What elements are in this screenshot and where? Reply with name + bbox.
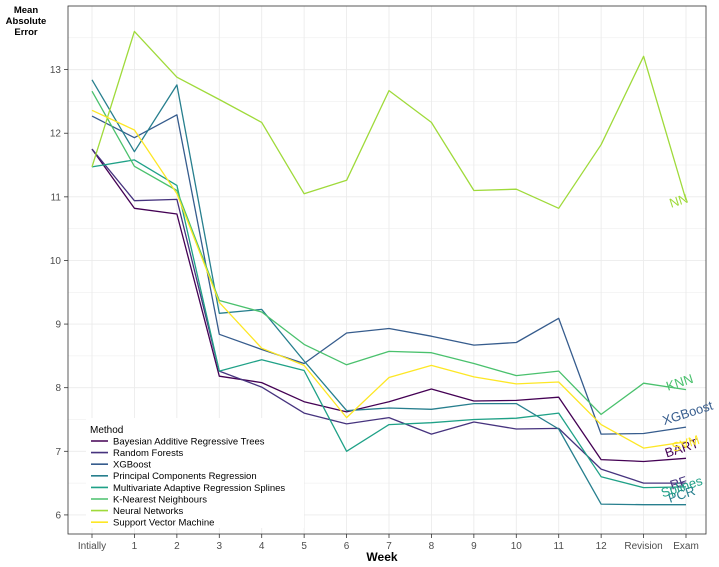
x-tick-label: 3 xyxy=(217,541,223,552)
series-line-nn xyxy=(91,30,687,209)
legend-label: Random Forests xyxy=(113,448,183,459)
series-line-xgboost xyxy=(91,114,687,435)
x-tick-label: 12 xyxy=(596,541,608,552)
y-axis-title-line: Absolute xyxy=(6,16,47,27)
y-tick-label: 11 xyxy=(51,192,62,203)
direct-label-knn: KNN xyxy=(664,371,695,394)
y-axis-ticks: 6 7 8 9 10 11 12 13 xyxy=(50,65,68,521)
series-lines xyxy=(91,30,687,506)
x-tick-label: 6 xyxy=(344,541,350,552)
series-line-svm xyxy=(91,109,687,449)
y-axis-title: Mean Absolute Error xyxy=(6,5,47,38)
plot-panel-border xyxy=(67,5,707,535)
series-line-pcr xyxy=(91,79,686,506)
y-tick-label: 12 xyxy=(50,129,62,140)
y-tick-label: 13 xyxy=(50,65,62,76)
x-tick-label: 9 xyxy=(471,541,477,552)
legend-label: Multivariate Adaptive Regression Splines xyxy=(113,483,285,494)
x-tick-label: 1 xyxy=(132,541,138,552)
x-tick-label: 7 xyxy=(386,541,392,552)
x-tick-label: 10 xyxy=(511,541,523,552)
direct-label-rf: RF xyxy=(668,473,689,493)
legend-label: XGBoost xyxy=(113,460,151,471)
x-tick-label: 2 xyxy=(174,541,180,552)
legend: Method Bayesian Additive Regressive Tree… xyxy=(86,418,304,529)
legend-label: Support Vector Machine xyxy=(113,518,214,529)
y-tick-label: 6 xyxy=(55,510,61,521)
legend-label: K-Nearest Neighbours xyxy=(113,494,207,505)
grid-lines xyxy=(68,5,706,534)
y-tick-label: 9 xyxy=(55,320,61,331)
x-axis-title: Week xyxy=(366,550,397,564)
x-tick-label: Intially xyxy=(78,541,106,552)
x-tick-label: 11 xyxy=(554,541,565,552)
x-tick-label: 5 xyxy=(301,541,307,552)
y-tick-label: 7 xyxy=(55,447,61,458)
legend-background xyxy=(86,418,304,528)
x-tick-label: 8 xyxy=(429,541,435,552)
x-axis-ticks: Intially 1 2 3 4 5 6 7 8 9 10 11 12 Revision Exam xyxy=(78,534,699,552)
x-tick-label: 4 xyxy=(259,541,265,552)
y-tick-label: 10 xyxy=(50,256,62,267)
direct-label-nn: NN xyxy=(667,191,689,211)
y-tick-label: 8 xyxy=(55,383,61,394)
y-axis-title-line: Mean xyxy=(14,5,38,16)
legend-label: Neural Networks xyxy=(113,506,183,517)
series-line-bart xyxy=(91,148,687,463)
direct-label-xgboost: XGBoost xyxy=(661,398,715,428)
x-tick-label: Revision xyxy=(624,541,662,552)
legend-label: Bayesian Additive Regressive Trees xyxy=(113,436,265,447)
x-tick-label: Exam xyxy=(673,541,699,552)
series-line-knn xyxy=(91,90,687,416)
legend-label: Principal Components Regression xyxy=(113,471,257,482)
legend-title: Method xyxy=(90,425,123,436)
series-line-splines xyxy=(91,159,687,489)
y-axis-title-line: Error xyxy=(14,27,38,38)
